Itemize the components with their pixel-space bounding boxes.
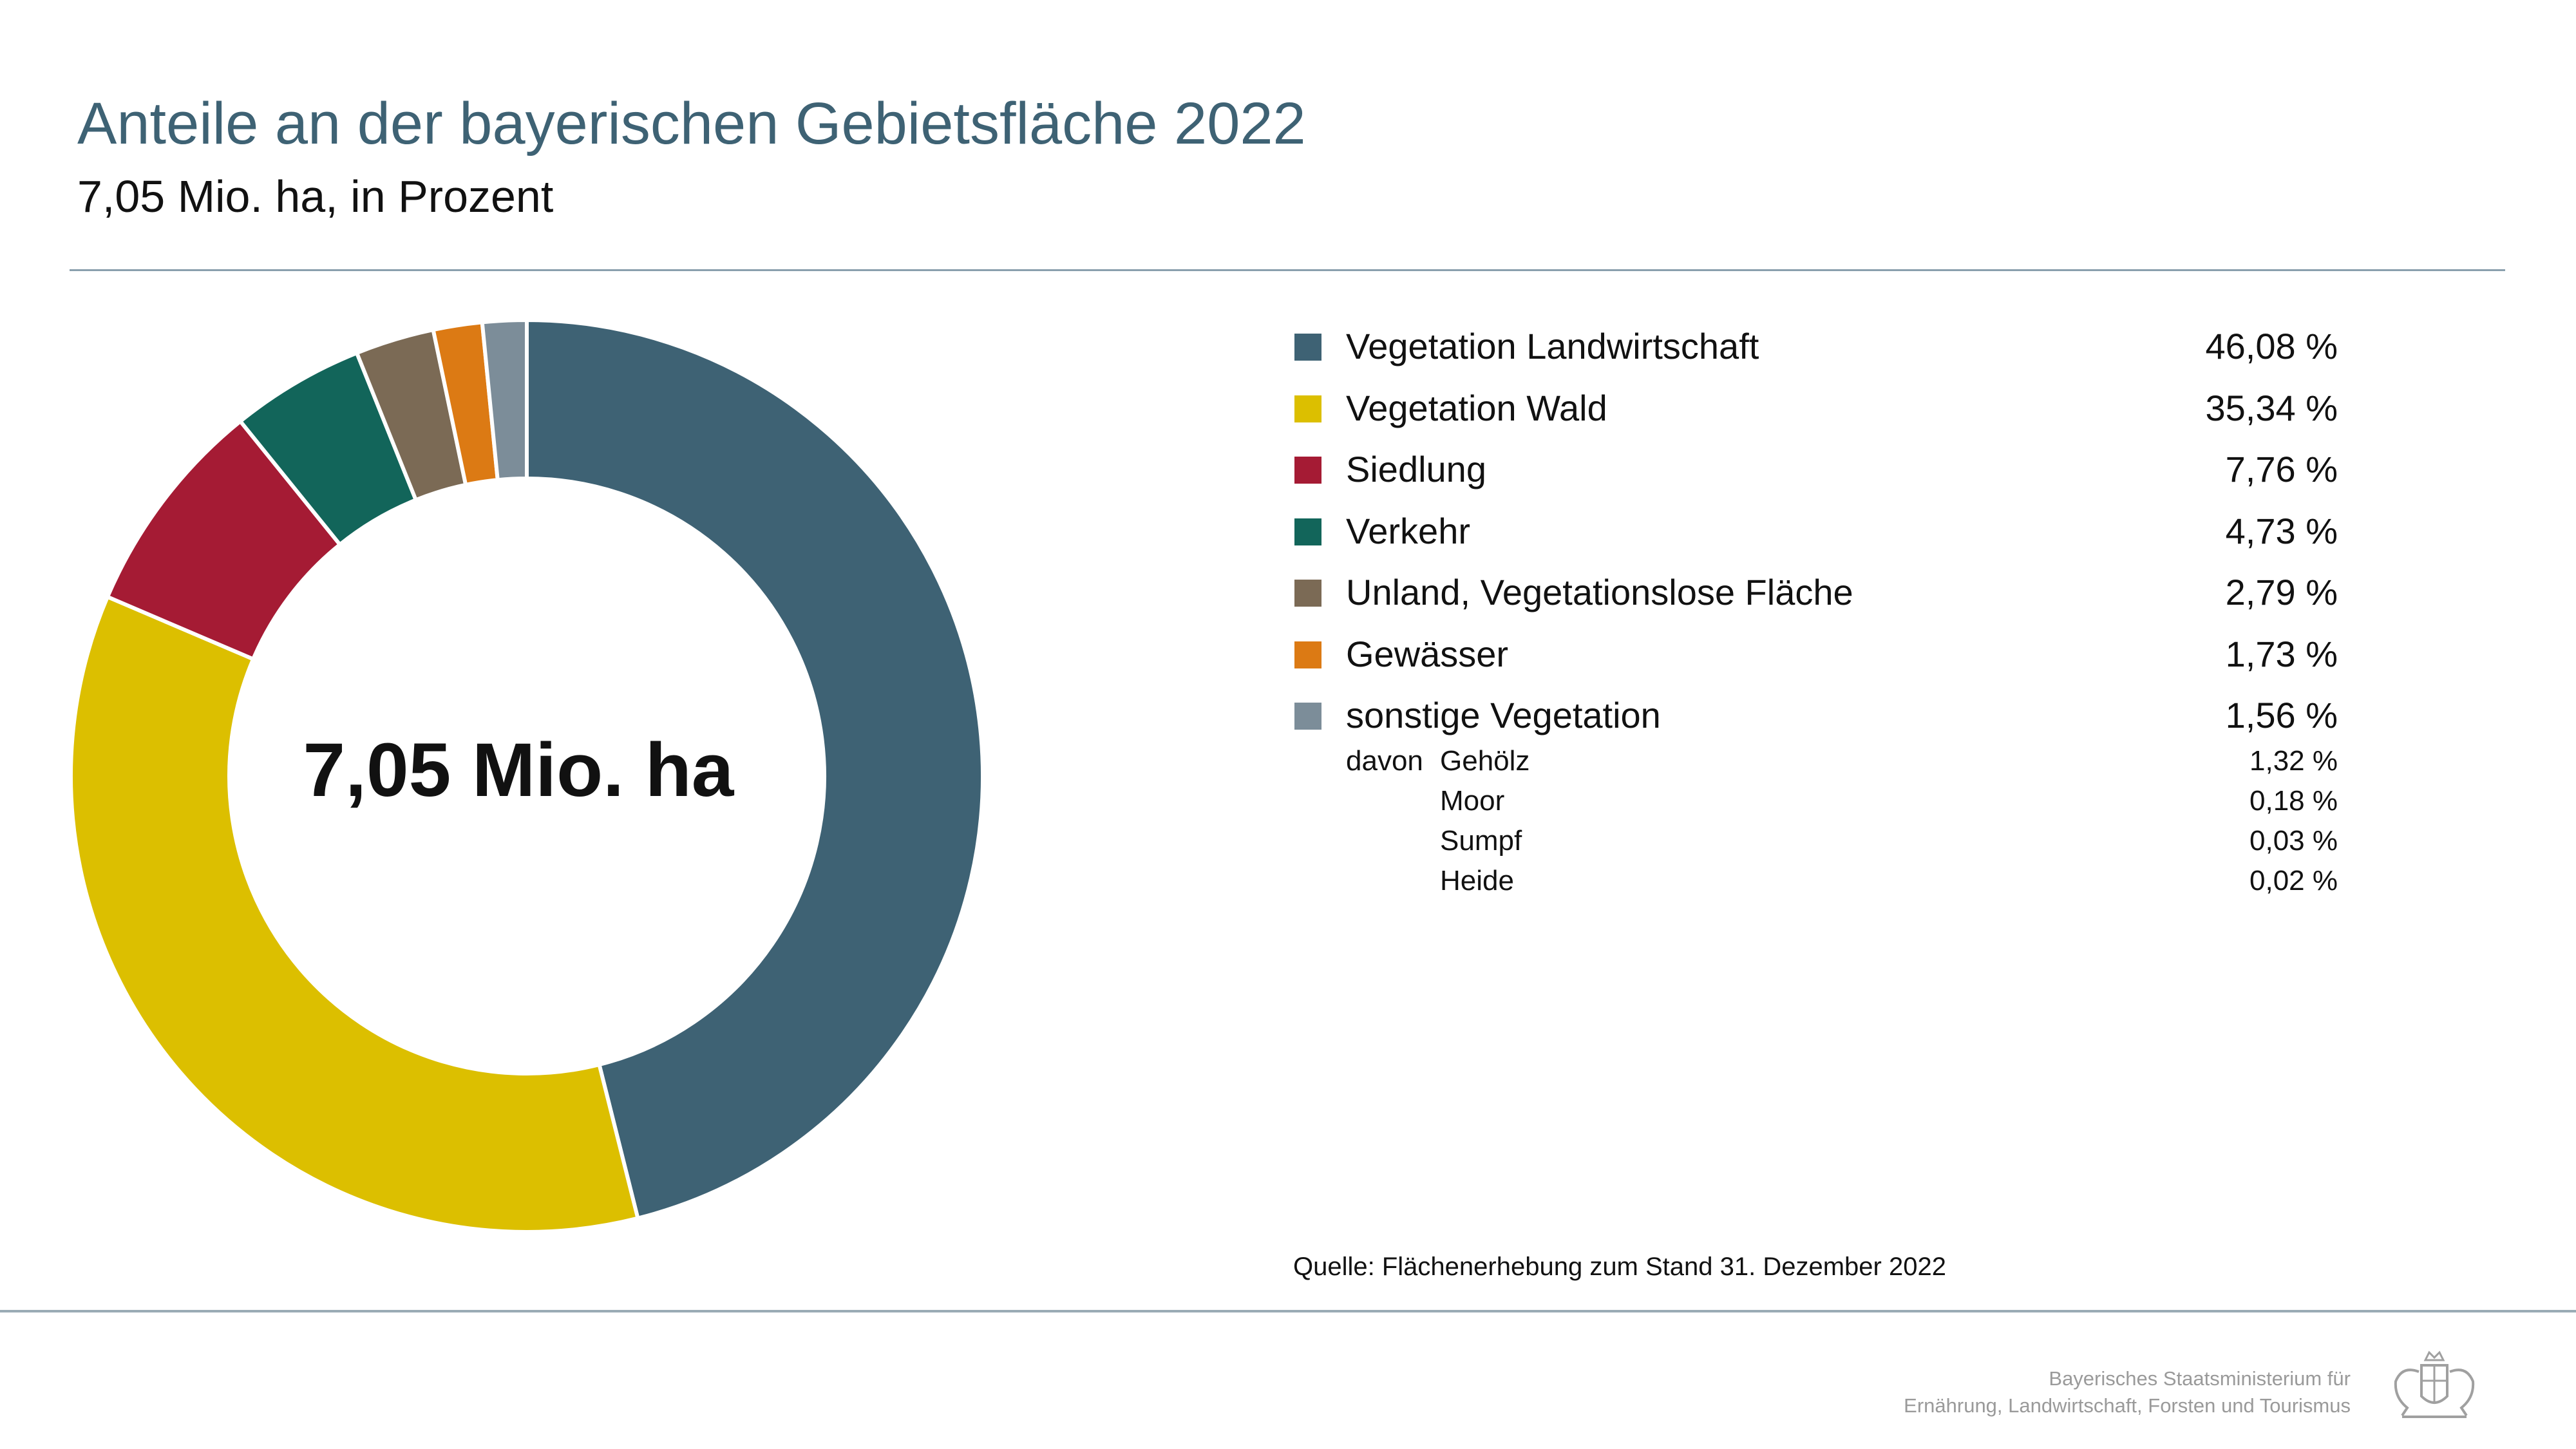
sub-breakdown-label: Heide: [1440, 865, 1514, 896]
sub-breakdown-value: 0,03 %: [2249, 825, 2338, 857]
sub-breakdown-value: 1,32 %: [2249, 745, 2338, 777]
donut-center-label: 7,05 Mio. ha: [303, 728, 734, 813]
donut-slice: [525, 317, 985, 1221]
ministry-name-line1: Bayerisches Staatsministerium für: [2049, 1367, 2351, 1390]
legend-value: 1,73 %: [2225, 633, 2338, 674]
legend-item: Vegetation Wald 35,34 %: [1294, 384, 2338, 446]
chart-title: Anteile an der bayerischen Gebietsfläche…: [77, 91, 1306, 156]
sub-breakdown-prefix: davon: [1346, 745, 1423, 777]
sub-breakdown-label: Sumpf: [1440, 825, 1522, 857]
header-divider: [70, 269, 2505, 271]
legend-label: Vegetation Landwirtschaft: [1346, 326, 1759, 366]
legend-label: Verkehr: [1346, 510, 1470, 551]
sub-breakdown-value: 0,18 %: [2249, 785, 2338, 817]
sub-breakdown-value: 0,02 %: [2249, 865, 2338, 896]
donut-slice: [69, 594, 641, 1234]
legend-label: Unland, Vegetationslose Fläche: [1346, 572, 1853, 612]
legend-value: 4,73 %: [2225, 510, 2338, 551]
legend-label: Siedlung: [1346, 449, 1486, 489]
footer-divider: [0, 1310, 2576, 1312]
ministry-name: Bayerisches Staatsministerium für Ernähr…: [1904, 1365, 2351, 1419]
legend-swatch: [1294, 641, 1321, 668]
legend: Vegetation Landwirtschaft 46,08 % Vegeta…: [1294, 322, 2338, 753]
source-note: Quelle: Flächenerhebung zum Stand 31. De…: [1293, 1253, 1946, 1281]
legend-swatch: [1294, 395, 1321, 422]
legend-value: 1,56 %: [2225, 695, 2338, 735]
legend-value: 35,34 %: [2205, 387, 2338, 428]
legend-item: Vegetation Landwirtschaft 46,08 %: [1294, 322, 2338, 384]
legend-swatch: [1294, 334, 1321, 361]
legend-label: Gewässer: [1346, 633, 1509, 674]
sub-breakdown-label: Moor: [1440, 785, 1505, 817]
legend-label: Vegetation Wald: [1346, 387, 1607, 428]
sub-breakdown-label: Gehölz: [1440, 745, 1530, 777]
donut-slice: [480, 317, 529, 482]
donut-chart: [69, 317, 985, 1234]
legend-item: Siedlung 7,76 %: [1294, 445, 2338, 507]
legend-label: sonstige Vegetation: [1346, 695, 1661, 735]
legend-item: sonstige Vegetation 1,56 %: [1294, 691, 2338, 753]
legend-swatch: [1294, 703, 1321, 730]
chart-subtitle: 7,05 Mio. ha, in Prozent: [77, 171, 554, 222]
legend-item: Verkehr 4,73 %: [1294, 507, 2338, 569]
legend-value: 7,76 %: [2225, 449, 2338, 489]
sub-breakdown-row: Sumpf 0,03 %: [1294, 822, 2338, 862]
legend-item: Gewässer 1,73 %: [1294, 630, 2338, 692]
legend-swatch: [1294, 457, 1321, 484]
legend-swatch: [1294, 518, 1321, 545]
sub-breakdown-row: davon Gehölz 1,32 %: [1294, 742, 2338, 782]
ministry-name-line2: Ernährung, Landwirtschaft, Forsten und T…: [1904, 1394, 2351, 1417]
legend-item: Unland, Vegetationslose Fläche 2,79 %: [1294, 568, 2338, 630]
sub-breakdown: davon Gehölz 1,32 % Moor 0,18 % Sumpf 0,…: [1294, 742, 2338, 902]
sub-breakdown-row: Heide 0,02 %: [1294, 862, 2338, 902]
bavarian-coat-of-arms-icon: [2394, 1350, 2475, 1418]
legend-swatch: [1294, 580, 1321, 607]
legend-value: 2,79 %: [2225, 572, 2338, 612]
sub-breakdown-row: Moor 0,18 %: [1294, 782, 2338, 822]
legend-value: 46,08 %: [2205, 326, 2338, 366]
